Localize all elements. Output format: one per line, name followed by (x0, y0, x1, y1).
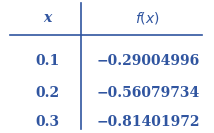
Text: 0.1: 0.1 (35, 54, 59, 68)
Text: x: x (43, 11, 52, 25)
Text: −0.81401972: −0.81401972 (96, 115, 200, 130)
Text: 0.2: 0.2 (35, 86, 59, 99)
Text: $f(x)$: $f(x)$ (135, 10, 160, 26)
Text: 0.3: 0.3 (35, 115, 59, 130)
Text: −0.29004996: −0.29004996 (96, 54, 199, 68)
Text: −0.56079734: −0.56079734 (96, 86, 199, 99)
